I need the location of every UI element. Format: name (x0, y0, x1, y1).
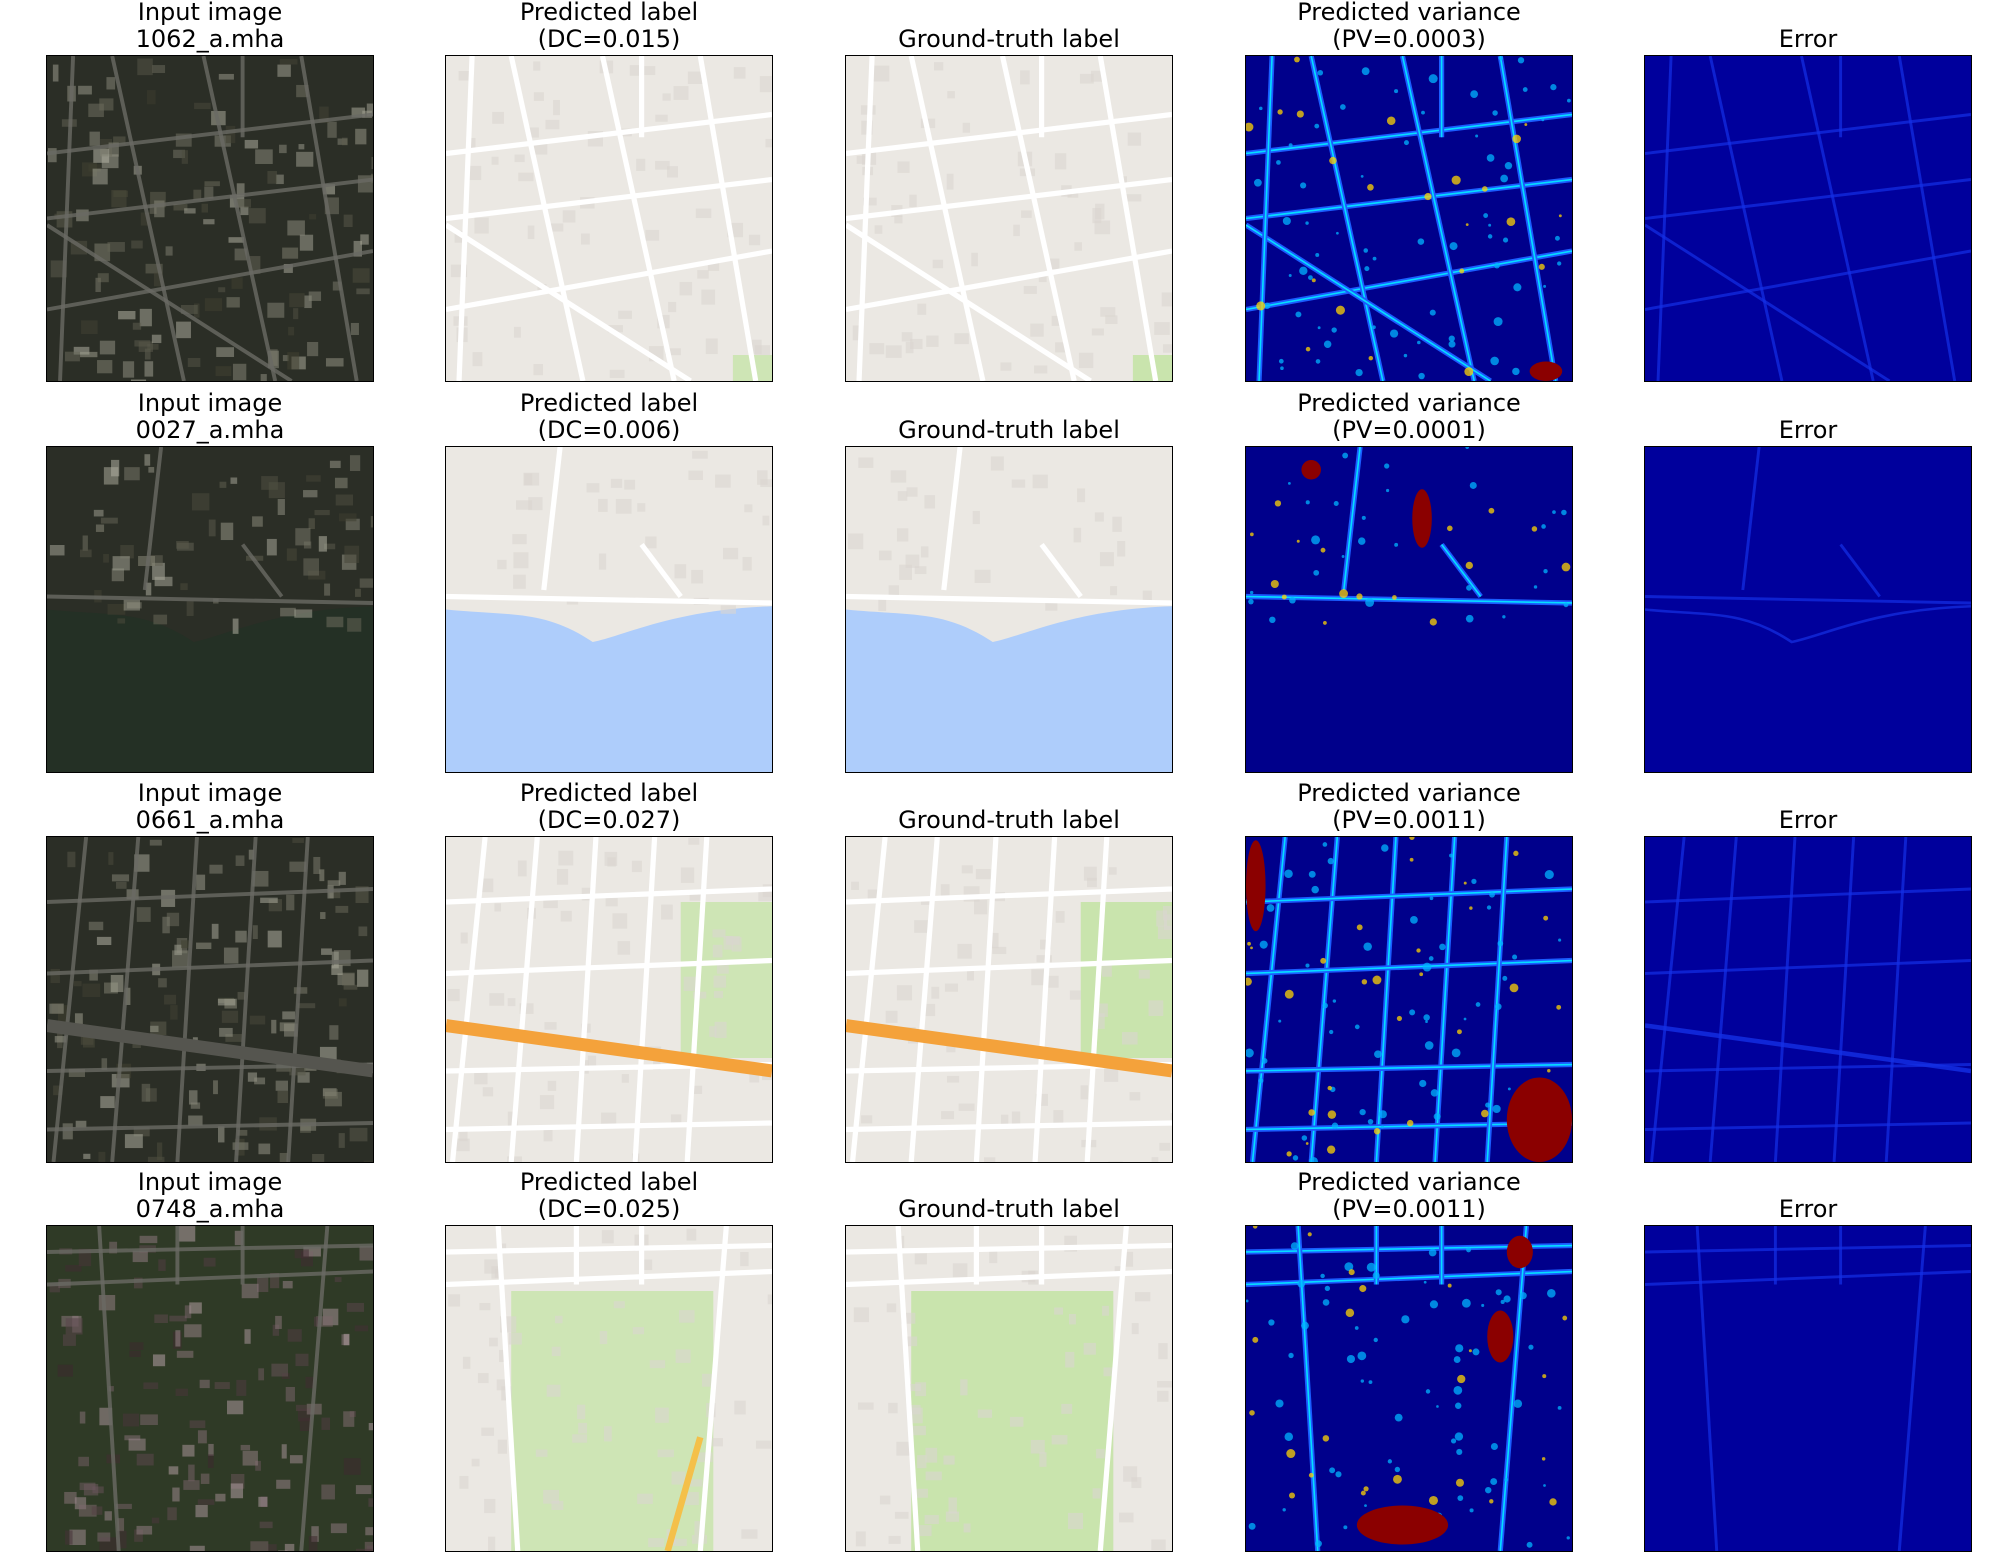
var-image-render (1246, 56, 1572, 381)
panel-subtitle-line: (DC=0.015) (537, 25, 681, 53)
panel-subtitle-line: 1062_a.mha (135, 25, 285, 53)
panel-title-line: Input image (137, 779, 283, 807)
panel-subtitle-line: (DC=0.025) (537, 1195, 681, 1223)
panel-title-gt: Ground-truth label (785, 417, 1233, 444)
panel-title-line: Predicted variance (1297, 1168, 1521, 1196)
panel-title-line: Predicted label (519, 779, 699, 807)
panel-title-line: Input image (137, 1168, 283, 1196)
panel-title-err: Error (1584, 26, 2000, 53)
input-image (46, 446, 374, 773)
panel-title-line: Ground-truth label (898, 806, 1120, 834)
input-image (46, 836, 374, 1163)
panel-title-line: Ground-truth label (898, 25, 1120, 53)
err-image (1644, 446, 1972, 773)
gt-image-render (846, 1226, 1172, 1551)
gt-image-render (846, 837, 1172, 1162)
err-image-render (1645, 56, 1971, 381)
panel-title-pred: Predicted label (DC=0.006) (385, 390, 833, 444)
panel-subtitle-line: 0027_a.mha (135, 416, 285, 444)
pred-image (445, 55, 773, 382)
panel-title-line: Input image (137, 389, 283, 417)
pred-image-render (446, 56, 772, 381)
var-image (1245, 836, 1573, 1163)
panel-title-err: Error (1584, 417, 2000, 444)
var-image (1245, 446, 1573, 773)
panel-title-input: Input image 0661_a.mha (0, 780, 434, 834)
panel-title-line: Predicted label (519, 1168, 699, 1196)
panel-title-line: Error (1778, 25, 1838, 53)
panel-title-line: Predicted label (519, 389, 699, 417)
panel-subtitle-line: (DC=0.027) (537, 806, 681, 834)
pred-image (445, 446, 773, 773)
panel-title-line: Error (1778, 806, 1838, 834)
panel-title-input: Input image 1062_a.mha (0, 0, 434, 53)
gt-image (845, 1225, 1173, 1552)
panel-title-pred: Predicted label (DC=0.015) (385, 0, 833, 53)
panel-title-line: Error (1778, 1195, 1838, 1223)
panel-title-var: Predicted variance (PV=0.0011) (1185, 780, 1633, 834)
gt-image-render (846, 56, 1172, 381)
gt-image (845, 836, 1173, 1163)
pred-image (445, 836, 773, 1163)
panel-title-line: Input image (137, 0, 283, 26)
err-image-render (1645, 447, 1971, 772)
panel-subtitle-line: (PV=0.0001) (1332, 416, 1486, 444)
input-image-render (47, 1226, 373, 1551)
panel-title-gt: Ground-truth label (785, 807, 1233, 834)
input-image-render (47, 837, 373, 1162)
panel-title-pred: Predicted label (DC=0.025) (385, 1169, 833, 1223)
var-image-render (1246, 447, 1572, 772)
panel-title-line: Predicted variance (1297, 389, 1521, 417)
panel-title-err: Error (1584, 1196, 2000, 1223)
panel-subtitle-line: (PV=0.0011) (1332, 1195, 1486, 1223)
panel-title-var: Predicted variance (PV=0.0003) (1185, 0, 1633, 53)
err-image (1644, 55, 1972, 382)
var-image (1245, 1225, 1573, 1552)
panel-title-err: Error (1584, 807, 2000, 834)
err-image-render (1645, 1226, 1971, 1551)
var-image (1245, 55, 1573, 382)
panel-title-pred: Predicted label (DC=0.027) (385, 780, 833, 834)
panel-title-line: Error (1778, 416, 1838, 444)
panel-title-line: Predicted label (519, 0, 699, 26)
input-image-render (47, 447, 373, 772)
panel-subtitle-line: (PV=0.0011) (1332, 806, 1486, 834)
panel-subtitle-line: 0661_a.mha (135, 806, 285, 834)
panel-title-gt: Ground-truth label (785, 1196, 1233, 1223)
panel-title-line: Predicted variance (1297, 0, 1521, 26)
err-image-render (1645, 837, 1971, 1162)
input-image (46, 55, 374, 382)
panel-title-input: Input image 0748_a.mha (0, 1169, 434, 1223)
input-image-render (47, 56, 373, 381)
panel-subtitle-line: (PV=0.0003) (1332, 25, 1486, 53)
pred-image-render (446, 837, 772, 1162)
gt-image (845, 55, 1173, 382)
panel-title-line: Ground-truth label (898, 416, 1120, 444)
panel-title-gt: Ground-truth label (785, 26, 1233, 53)
var-image-render (1246, 1226, 1572, 1551)
pred-image (445, 1225, 773, 1552)
panel-title-var: Predicted variance (PV=0.0011) (1185, 1169, 1633, 1223)
input-image (46, 1225, 374, 1552)
panel-subtitle-line: (DC=0.006) (537, 416, 681, 444)
pred-image-render (446, 1226, 772, 1551)
err-image (1644, 1225, 1972, 1552)
pred-image-render (446, 447, 772, 772)
panel-title-line: Ground-truth label (898, 1195, 1120, 1223)
panel-title-input: Input image 0027_a.mha (0, 390, 434, 444)
panel-title-var: Predicted variance (PV=0.0001) (1185, 390, 1633, 444)
err-image (1644, 836, 1972, 1163)
var-image-render (1246, 837, 1572, 1162)
panel-subtitle-line: 0748_a.mha (135, 1195, 285, 1223)
panel-title-line: Predicted variance (1297, 779, 1521, 807)
gt-image-render (846, 447, 1172, 772)
gt-image (845, 446, 1173, 773)
